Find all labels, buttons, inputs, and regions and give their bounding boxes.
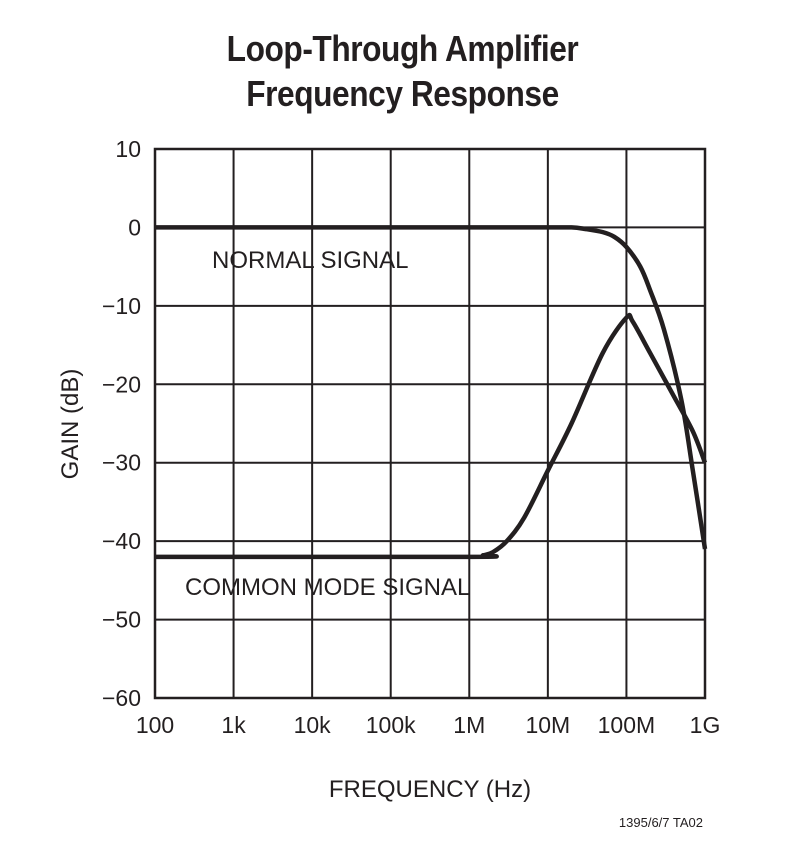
x-tick-label: 10k <box>294 712 332 738</box>
annotation-normal-signal: NORMAL SIGNAL <box>212 247 409 274</box>
x-tick-label: 1M <box>453 712 485 738</box>
y-tick-label: −50 <box>102 607 141 633</box>
x-tick-label: 100M <box>598 712 656 738</box>
x-axis-label: FREQUENCY (Hz) <box>329 776 531 803</box>
figure-code: 1395/6/7 TA02 <box>619 815 703 830</box>
y-tick-label: −20 <box>102 371 141 397</box>
annotation-common-mode-signal: COMMON MODE SIGNAL <box>185 574 470 601</box>
y-tick-label: −40 <box>102 528 141 554</box>
grid <box>153 147 707 700</box>
series-lines <box>154 225 708 560</box>
y-tick-labels: 10 0 −10 −20 −30 −40 −50 −60 <box>102 136 141 711</box>
x-tick-label: 100 <box>136 712 174 738</box>
x-tick-label: 100k <box>366 712 416 738</box>
x-tick-label: 1G <box>690 712 721 738</box>
y-tick-label: −10 <box>102 293 141 319</box>
chart-title: Loop-Through Amplifier <box>226 28 579 69</box>
y-tick-label: −30 <box>102 450 141 476</box>
x-tick-labels: 100 1k 10k 100k 1M 10M 100M 1G <box>136 712 721 738</box>
x-tick-label: 1k <box>221 712 246 738</box>
y-axis-label: GAIN (dB) <box>57 369 84 480</box>
y-tick-label: 10 <box>115 136 141 162</box>
series-line-normal-signal <box>155 225 708 550</box>
series-line-common-mode-signal <box>154 312 708 560</box>
plot-frame <box>153 147 707 700</box>
x-tick-label: 10M <box>525 712 570 738</box>
y-tick-label: 0 <box>128 214 141 240</box>
y-tick-label: −60 <box>102 685 141 711</box>
chart-subtitle: Frequency Response <box>246 73 559 114</box>
